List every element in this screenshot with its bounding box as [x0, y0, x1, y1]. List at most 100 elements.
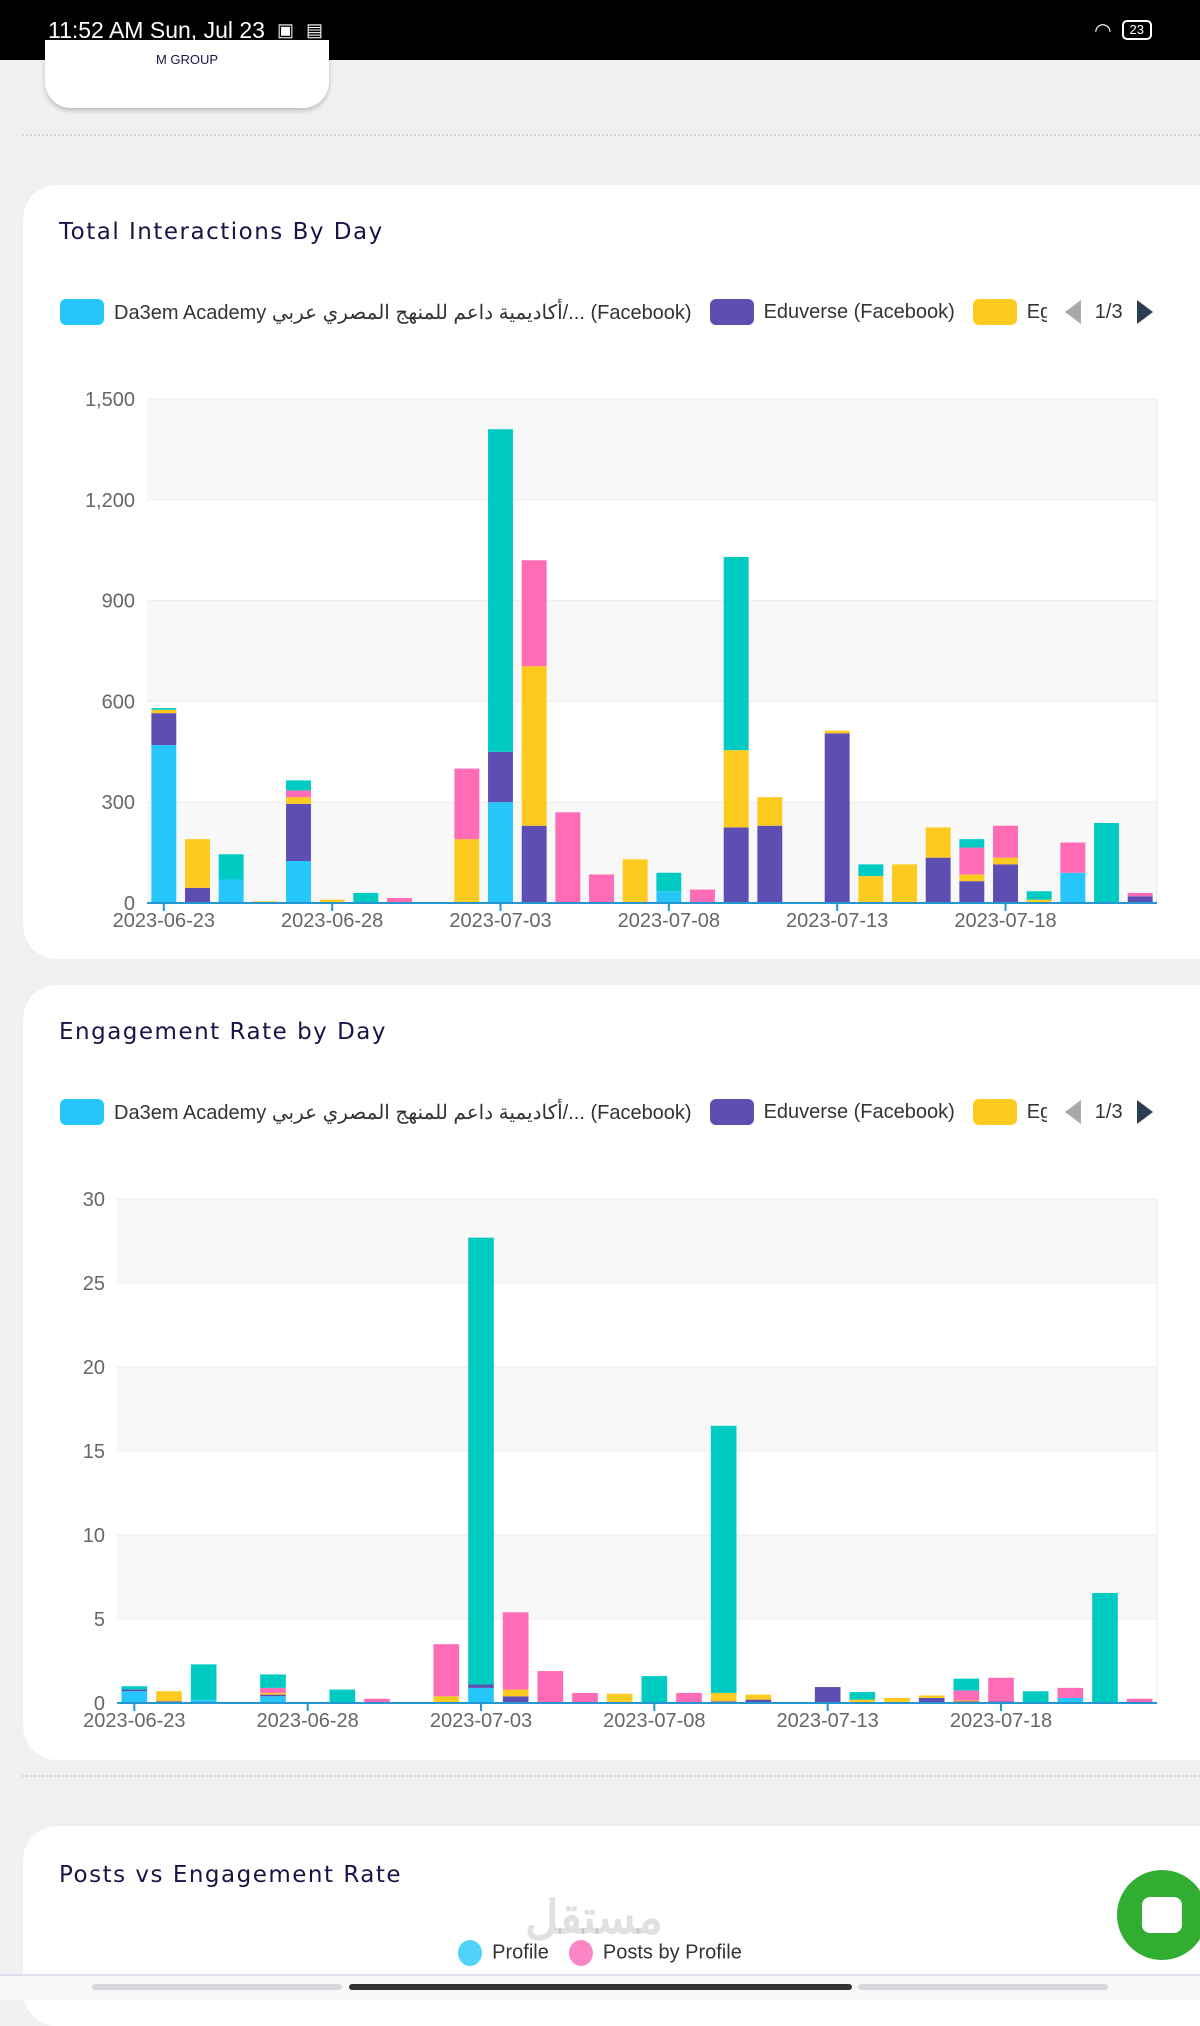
y-tick-label: 900 [102, 591, 135, 613]
bar-segment [190, 1699, 217, 1703]
bar-segment [151, 709, 177, 714]
bar-segment [1127, 896, 1153, 903]
bar-segment [757, 797, 783, 826]
battery-icon: 23 [1121, 20, 1152, 40]
group-card[interactable]: M GROUP [45, 40, 329, 108]
bar-segment [1057, 1697, 1084, 1703]
legend-item[interactable]: Da3em Academy أكاديمية داعم للمنهج المصر… [60, 299, 692, 325]
card-title: Total Interactions By Day [59, 219, 384, 245]
bar-segment [502, 1612, 529, 1690]
x-tick-label: 2023-07-13 [777, 1710, 879, 1732]
y-tick-label: 20 [83, 1357, 105, 1379]
bar-segment [1094, 823, 1119, 902]
legend-label: Da3em Academy أكاديمية داعم للمنهج المصر… [114, 301, 692, 324]
bar-segment [260, 1694, 286, 1697]
card-title: Posts vs Engagement Rate [59, 1862, 403, 1888]
bar-segment [387, 897, 412, 903]
bar-segment [959, 839, 985, 848]
bar-segment [1127, 892, 1153, 897]
y-tick-label: 30 [83, 1189, 105, 1211]
x-tick-label: 2023-06-28 [281, 910, 383, 932]
bar-segment [260, 1687, 286, 1693]
bar-segment [1126, 1698, 1153, 1703]
scroll-track [858, 1984, 1108, 1990]
bar-segment [993, 825, 1018, 858]
calendar-icon: ▤ [305, 19, 323, 40]
bar-segment [151, 708, 177, 710]
bar-segment [156, 1691, 182, 1702]
legend-dot [458, 1940, 483, 1966]
bar-segment [824, 730, 850, 734]
bar-segment [925, 857, 951, 903]
grid-band [117, 1199, 1157, 1283]
bar-segment [849, 1699, 876, 1703]
bar-segment [488, 751, 513, 803]
bar-segment [988, 1677, 1014, 1702]
bar-segment [286, 790, 311, 798]
legend-label: Posts by Profile [602, 1941, 742, 1964]
bar-segment [260, 1696, 286, 1703]
bar-segment [723, 827, 749, 903]
grid-band [147, 802, 1157, 903]
x-tick-label: 2023-07-08 [603, 1710, 705, 1732]
navigation-bar [0, 1974, 1200, 2000]
bar-segment [723, 556, 749, 751]
x-tick-label: 2023-07-03 [430, 1710, 532, 1732]
total-interactions-card: Total Interactions By Day Da3em Academy … [23, 185, 1200, 959]
y-tick-label: 0 [94, 1693, 105, 1715]
bar-segment [993, 864, 1018, 903]
legend-next-icon[interactable] [1136, 300, 1153, 324]
bar-segment [260, 1674, 286, 1688]
legend-next-icon[interactable] [1136, 1100, 1153, 1124]
watermark-logo: مستقل [525, 1891, 663, 1943]
bar-segment [676, 1692, 702, 1703]
engagement-rate-chart: 0 5 10 15 20 25 30 2023-06-23 2023-06-28 2023-07-… [83, 1189, 1158, 1732]
legend-swatch [60, 1099, 104, 1125]
bar-segment [959, 847, 985, 875]
bar-segment [572, 1692, 598, 1703]
bar-segment [521, 560, 547, 667]
legend-prev-icon[interactable] [1064, 1100, 1081, 1124]
bar-segment [537, 1671, 564, 1703]
legend-item[interactable]: Posts by Profile [568, 1940, 742, 1966]
legend-item[interactable]: Eg [972, 1099, 1047, 1125]
bar-segment [555, 812, 581, 903]
bar-segment [884, 1697, 910, 1703]
bar-segment [521, 825, 547, 903]
bar-segment [190, 1664, 217, 1700]
x-tick-label: 2023-07-18 [954, 910, 1056, 932]
legend-item[interactable]: Eduverse (Facebook) [709, 1099, 955, 1125]
bar-segment [151, 745, 177, 903]
legend-item[interactable]: Eg [972, 299, 1047, 325]
bar-segment [953, 1700, 980, 1702]
y-tick-label: 15 [83, 1441, 105, 1463]
legend-swatch [60, 299, 104, 325]
chat-button[interactable] [1117, 1870, 1200, 1960]
legend-item[interactable]: Da3em Academy أكاديمية داعم للمنهج المصر… [60, 1099, 692, 1125]
bar-segment [757, 825, 783, 903]
bar-segment [502, 1689, 529, 1697]
bar-segment [824, 733, 850, 903]
chart-legend: Da3em Academy أكاديمية داعم للمنهج المصر… [60, 299, 1153, 325]
scroll-thumb[interactable] [349, 1984, 852, 1990]
bar-segment [185, 839, 210, 888]
bar-segment [151, 713, 177, 746]
x-tick-label: 2023-06-28 [257, 1710, 359, 1732]
y-tick-label: 600 [102, 691, 135, 713]
legend-prev-icon[interactable] [1064, 300, 1081, 324]
bar-segment [918, 1697, 945, 1703]
legend-item[interactable]: Profile [458, 1940, 549, 1966]
y-tick-label: 1,500 [85, 389, 135, 411]
bar-segment [953, 1678, 980, 1691]
legend-label: Eg [1026, 300, 1047, 323]
bar-segment [918, 1695, 945, 1698]
bar-segment [745, 1699, 772, 1703]
wifi-icon: ◠ [1094, 19, 1112, 42]
chart-legend: Da3em Academy أكاديمية داعم للمنهج المصر… [60, 1099, 1153, 1125]
bar-segment [723, 750, 749, 828]
y-tick-label: 300 [102, 792, 135, 814]
legend-item[interactable]: Eduverse (Facebook) [709, 299, 955, 325]
bar-segment [953, 1690, 980, 1701]
bar-segment [656, 872, 682, 892]
bar-segment [286, 861, 311, 903]
